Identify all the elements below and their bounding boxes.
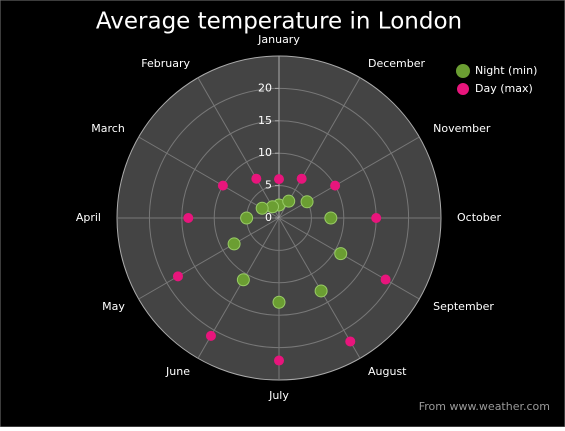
data-point bbox=[334, 247, 348, 261]
data-point bbox=[330, 180, 341, 191]
data-point bbox=[314, 284, 328, 298]
data-point bbox=[324, 211, 338, 225]
spoke bbox=[278, 77, 361, 219]
data-point bbox=[274, 355, 284, 366]
category-label: December bbox=[368, 57, 426, 70]
legend-label: Day (max) bbox=[475, 82, 533, 95]
y-tick-label: 15 bbox=[258, 114, 272, 127]
spoke bbox=[197, 77, 280, 219]
data-point bbox=[371, 213, 382, 223]
data-point bbox=[274, 174, 284, 185]
data-point bbox=[236, 273, 250, 287]
spoke bbox=[278, 217, 420, 300]
category-label: April bbox=[76, 211, 101, 224]
y-tick-label: 5 bbox=[265, 179, 272, 192]
chart-title: Average temperature in London bbox=[96, 9, 462, 35]
data-point bbox=[272, 295, 286, 309]
y-tick-label: 20 bbox=[258, 81, 272, 94]
category-label: July bbox=[268, 389, 289, 402]
data-point bbox=[205, 330, 216, 341]
category-label: October bbox=[457, 211, 501, 224]
legend-label: Night (min) bbox=[475, 64, 537, 77]
data-point bbox=[345, 336, 356, 347]
category-label: November bbox=[433, 122, 491, 135]
data-point bbox=[172, 271, 183, 282]
category-label: February bbox=[141, 57, 190, 70]
y-tick-label: 10 bbox=[258, 146, 272, 159]
data-point bbox=[380, 274, 391, 285]
data-point bbox=[300, 195, 314, 209]
source-note: From www.weather.com bbox=[419, 400, 550, 413]
data-point bbox=[183, 213, 194, 223]
data-point bbox=[240, 211, 254, 225]
y-tick-label: 0 bbox=[265, 211, 272, 224]
data-point bbox=[251, 173, 262, 184]
legend-marker bbox=[456, 64, 470, 78]
data-point bbox=[217, 180, 228, 191]
spoke bbox=[138, 136, 280, 219]
category-label: January bbox=[257, 33, 300, 46]
legend-marker bbox=[457, 83, 469, 95]
category-label: May bbox=[102, 300, 125, 313]
data-point bbox=[282, 194, 296, 208]
category-label: September bbox=[433, 300, 494, 313]
data-point bbox=[255, 201, 269, 215]
category-label: August bbox=[368, 365, 407, 378]
category-label: March bbox=[91, 122, 125, 135]
data-point bbox=[227, 237, 241, 251]
data-point bbox=[296, 173, 307, 184]
category-label: June bbox=[165, 365, 190, 378]
spoke bbox=[138, 217, 280, 300]
